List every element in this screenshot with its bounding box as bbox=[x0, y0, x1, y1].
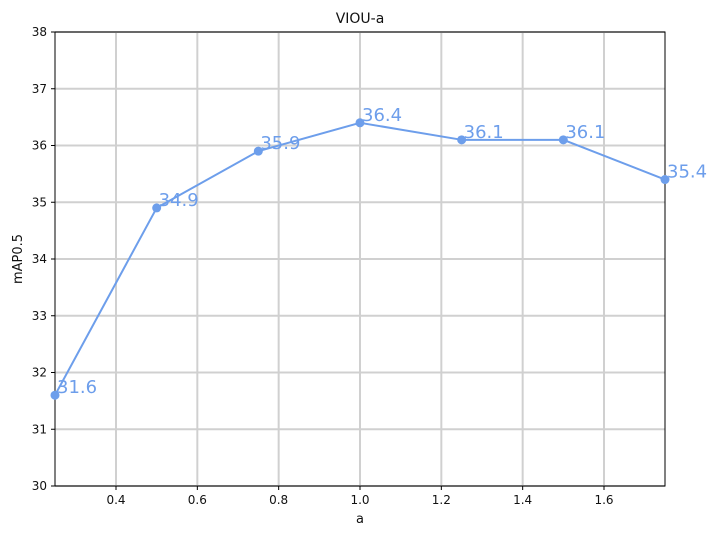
data-label: 34.9 bbox=[159, 190, 199, 211]
data-label: 36.1 bbox=[565, 122, 605, 143]
x-tick-label: 1.4 bbox=[513, 493, 532, 507]
data-label: 35.9 bbox=[260, 133, 300, 154]
series-layer: 31.6 34.9 35.9 36.4 36.1 36.1 35.4 bbox=[50, 105, 707, 400]
data-point bbox=[457, 135, 467, 145]
data-label: 36.1 bbox=[464, 122, 504, 143]
data-point bbox=[152, 203, 162, 213]
data-point bbox=[253, 146, 263, 156]
x-tick-label: 1.6 bbox=[594, 493, 613, 507]
y-axis-ticks: 30 31 32 33 34 35 36 37 38 bbox=[32, 25, 55, 493]
y-tick-label: 32 bbox=[32, 366, 47, 380]
x-axis-title: a bbox=[356, 512, 364, 527]
data-point bbox=[558, 135, 568, 145]
x-tick-label: 1.0 bbox=[350, 493, 369, 507]
y-axis-title: mAP0.5 bbox=[11, 234, 26, 284]
y-tick-label: 37 bbox=[32, 82, 47, 96]
x-tick-label: 0.6 bbox=[188, 493, 207, 507]
data-point bbox=[50, 390, 60, 400]
y-tick-label: 31 bbox=[32, 422, 47, 436]
chart-title: VIOU-a bbox=[336, 11, 385, 27]
x-tick-label: 0.8 bbox=[269, 493, 288, 507]
grid bbox=[55, 31, 665, 487]
y-tick-label: 34 bbox=[32, 252, 47, 266]
x-tick-label: 0.4 bbox=[106, 493, 125, 507]
x-axis-ticks: 0.4 0.6 0.8 1.0 1.2 1.4 1.6 bbox=[106, 486, 614, 507]
y-tick-label: 30 bbox=[32, 479, 47, 493]
data-point bbox=[660, 175, 670, 185]
y-tick-label: 36 bbox=[32, 139, 47, 153]
x-tick-label: 1.2 bbox=[432, 493, 451, 507]
y-tick-label: 33 bbox=[32, 309, 47, 323]
data-point bbox=[355, 118, 365, 128]
data-label: 35.4 bbox=[667, 162, 707, 183]
data-label: 31.6 bbox=[57, 377, 97, 398]
y-tick-label: 38 bbox=[32, 25, 47, 39]
y-tick-label: 35 bbox=[32, 195, 47, 209]
data-label: 36.4 bbox=[362, 105, 402, 126]
